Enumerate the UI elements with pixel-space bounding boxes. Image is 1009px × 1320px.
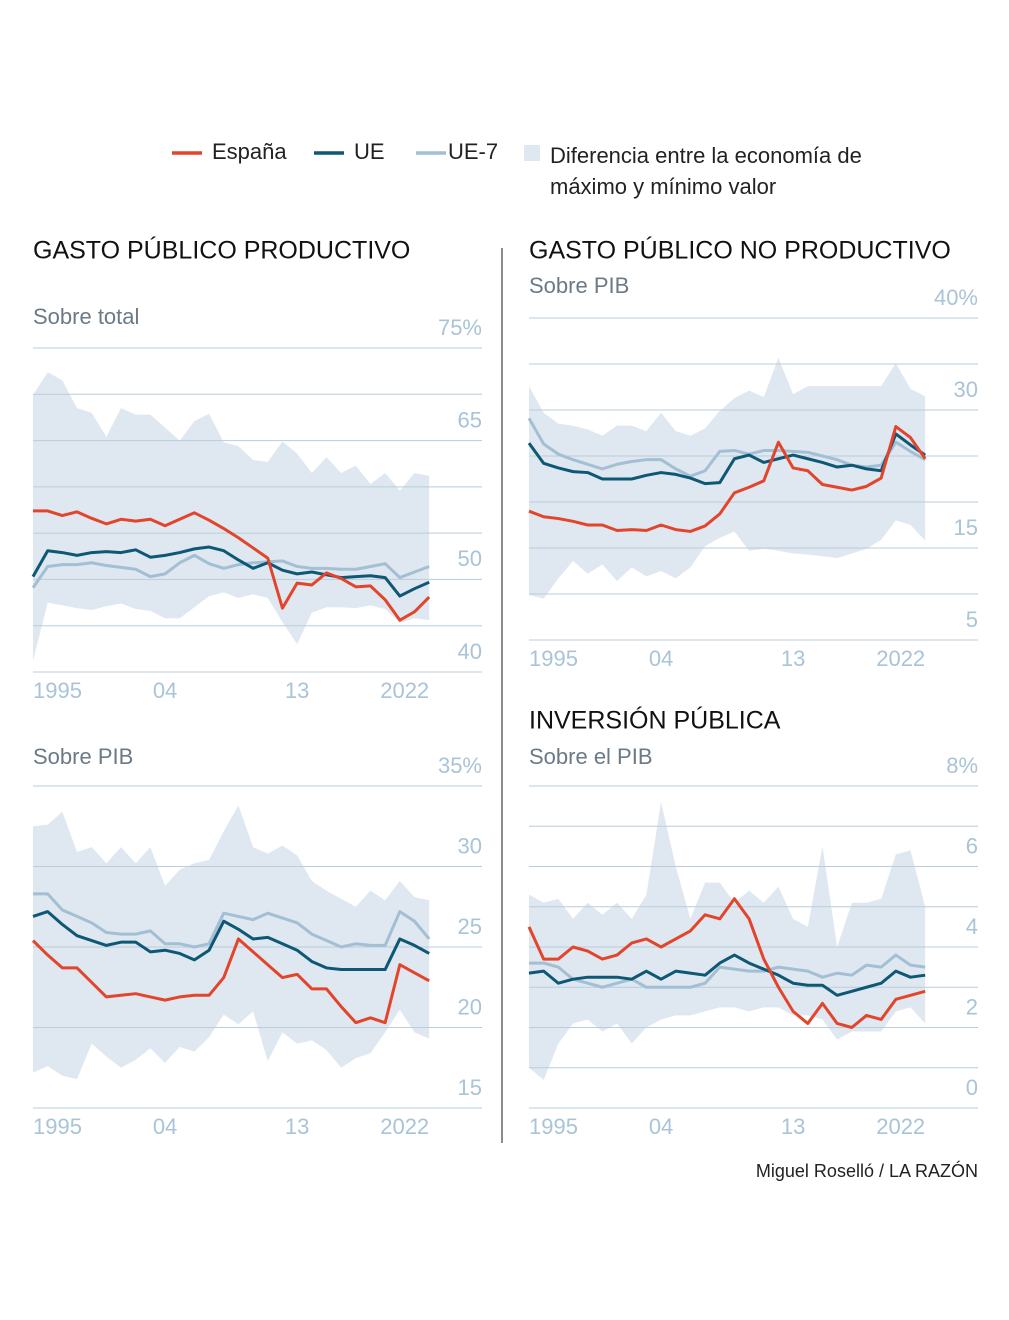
series-line: [529, 953, 926, 989]
x-tick-label: 13: [285, 1114, 309, 1139]
y-tick-label: 8%: [946, 753, 978, 778]
x-tick-label: 04: [153, 678, 177, 703]
y-tick-label: 35%: [438, 753, 482, 778]
y-tick-label: 15: [458, 1075, 482, 1100]
y-tick-label: 65: [458, 407, 482, 432]
legend-band-swatch: [524, 145, 540, 161]
series-line: [33, 509, 431, 622]
legend-band-label: Diferencia entre la economía de máximo y…: [550, 143, 862, 199]
legend-label: España: [212, 139, 287, 164]
y-tick-label: 0: [966, 1075, 978, 1100]
y-tick-label: 20: [458, 994, 482, 1019]
x-tick-label: 1995: [529, 1114, 578, 1139]
series-line: [32, 910, 430, 972]
series-line: [33, 892, 431, 949]
range-band: [529, 802, 926, 1080]
series-line: [527, 432, 927, 486]
x-tick-label: 2022: [380, 1114, 429, 1139]
panel-title: INVERSIÓN PÚBLICA: [529, 706, 781, 735]
y-tick-label: 30: [954, 377, 978, 402]
x-tick-label: 13: [781, 646, 805, 671]
panel-subtitle: Sobre PIB: [529, 273, 629, 298]
panel-title: GASTO PÚBLICO NO PRODUCTIVO: [529, 236, 951, 265]
panel-subtitle: Sobre PIB: [33, 744, 133, 769]
y-tick-label: 40: [458, 639, 482, 664]
y-tick-label: 2: [966, 994, 978, 1019]
series-line: [31, 545, 430, 598]
panel-subtitle: Sobre el PIB: [529, 744, 653, 769]
y-tick-label: 40%: [934, 285, 978, 310]
y-tick-label: 5: [966, 607, 978, 632]
x-tick-label: 13: [781, 1114, 805, 1139]
y-tick-label: 25: [458, 914, 482, 939]
range-band: [529, 357, 926, 599]
x-tick-label: 13: [285, 678, 309, 703]
x-tick-label: 1995: [33, 678, 82, 703]
panel-title: GASTO PÚBLICO PRODUCTIVO: [33, 236, 410, 265]
x-tick-label: 04: [153, 1114, 177, 1139]
x-tick-label: 1995: [33, 1114, 82, 1139]
series-line: [31, 553, 430, 589]
legend-label: UE-7: [448, 139, 498, 164]
x-tick-label: 04: [649, 646, 673, 671]
series-line: [527, 897, 926, 1029]
range-band: [33, 805, 430, 1080]
y-tick-label: 30: [458, 833, 482, 858]
series-line: [31, 937, 430, 1025]
x-tick-label: 04: [649, 1114, 673, 1139]
y-tick-label: 15: [954, 515, 978, 540]
range-band: [33, 372, 430, 661]
series-line: [528, 425, 927, 533]
panel-subtitle: Sobre total: [33, 304, 139, 329]
y-tick-label: 6: [966, 833, 978, 858]
x-tick-label: 1995: [529, 646, 578, 671]
y-tick-label: 75%: [438, 315, 482, 340]
source: Miguel Roselló / LA RAZÓN: [756, 1160, 978, 1181]
legend-label: UE: [354, 139, 385, 164]
x-tick-label: 2022: [380, 678, 429, 703]
series-line: [528, 953, 926, 997]
y-tick-label: 4: [966, 914, 978, 939]
x-tick-label: 2022: [876, 1114, 925, 1139]
y-tick-label: 50: [458, 546, 482, 571]
x-tick-label: 2022: [876, 646, 925, 671]
